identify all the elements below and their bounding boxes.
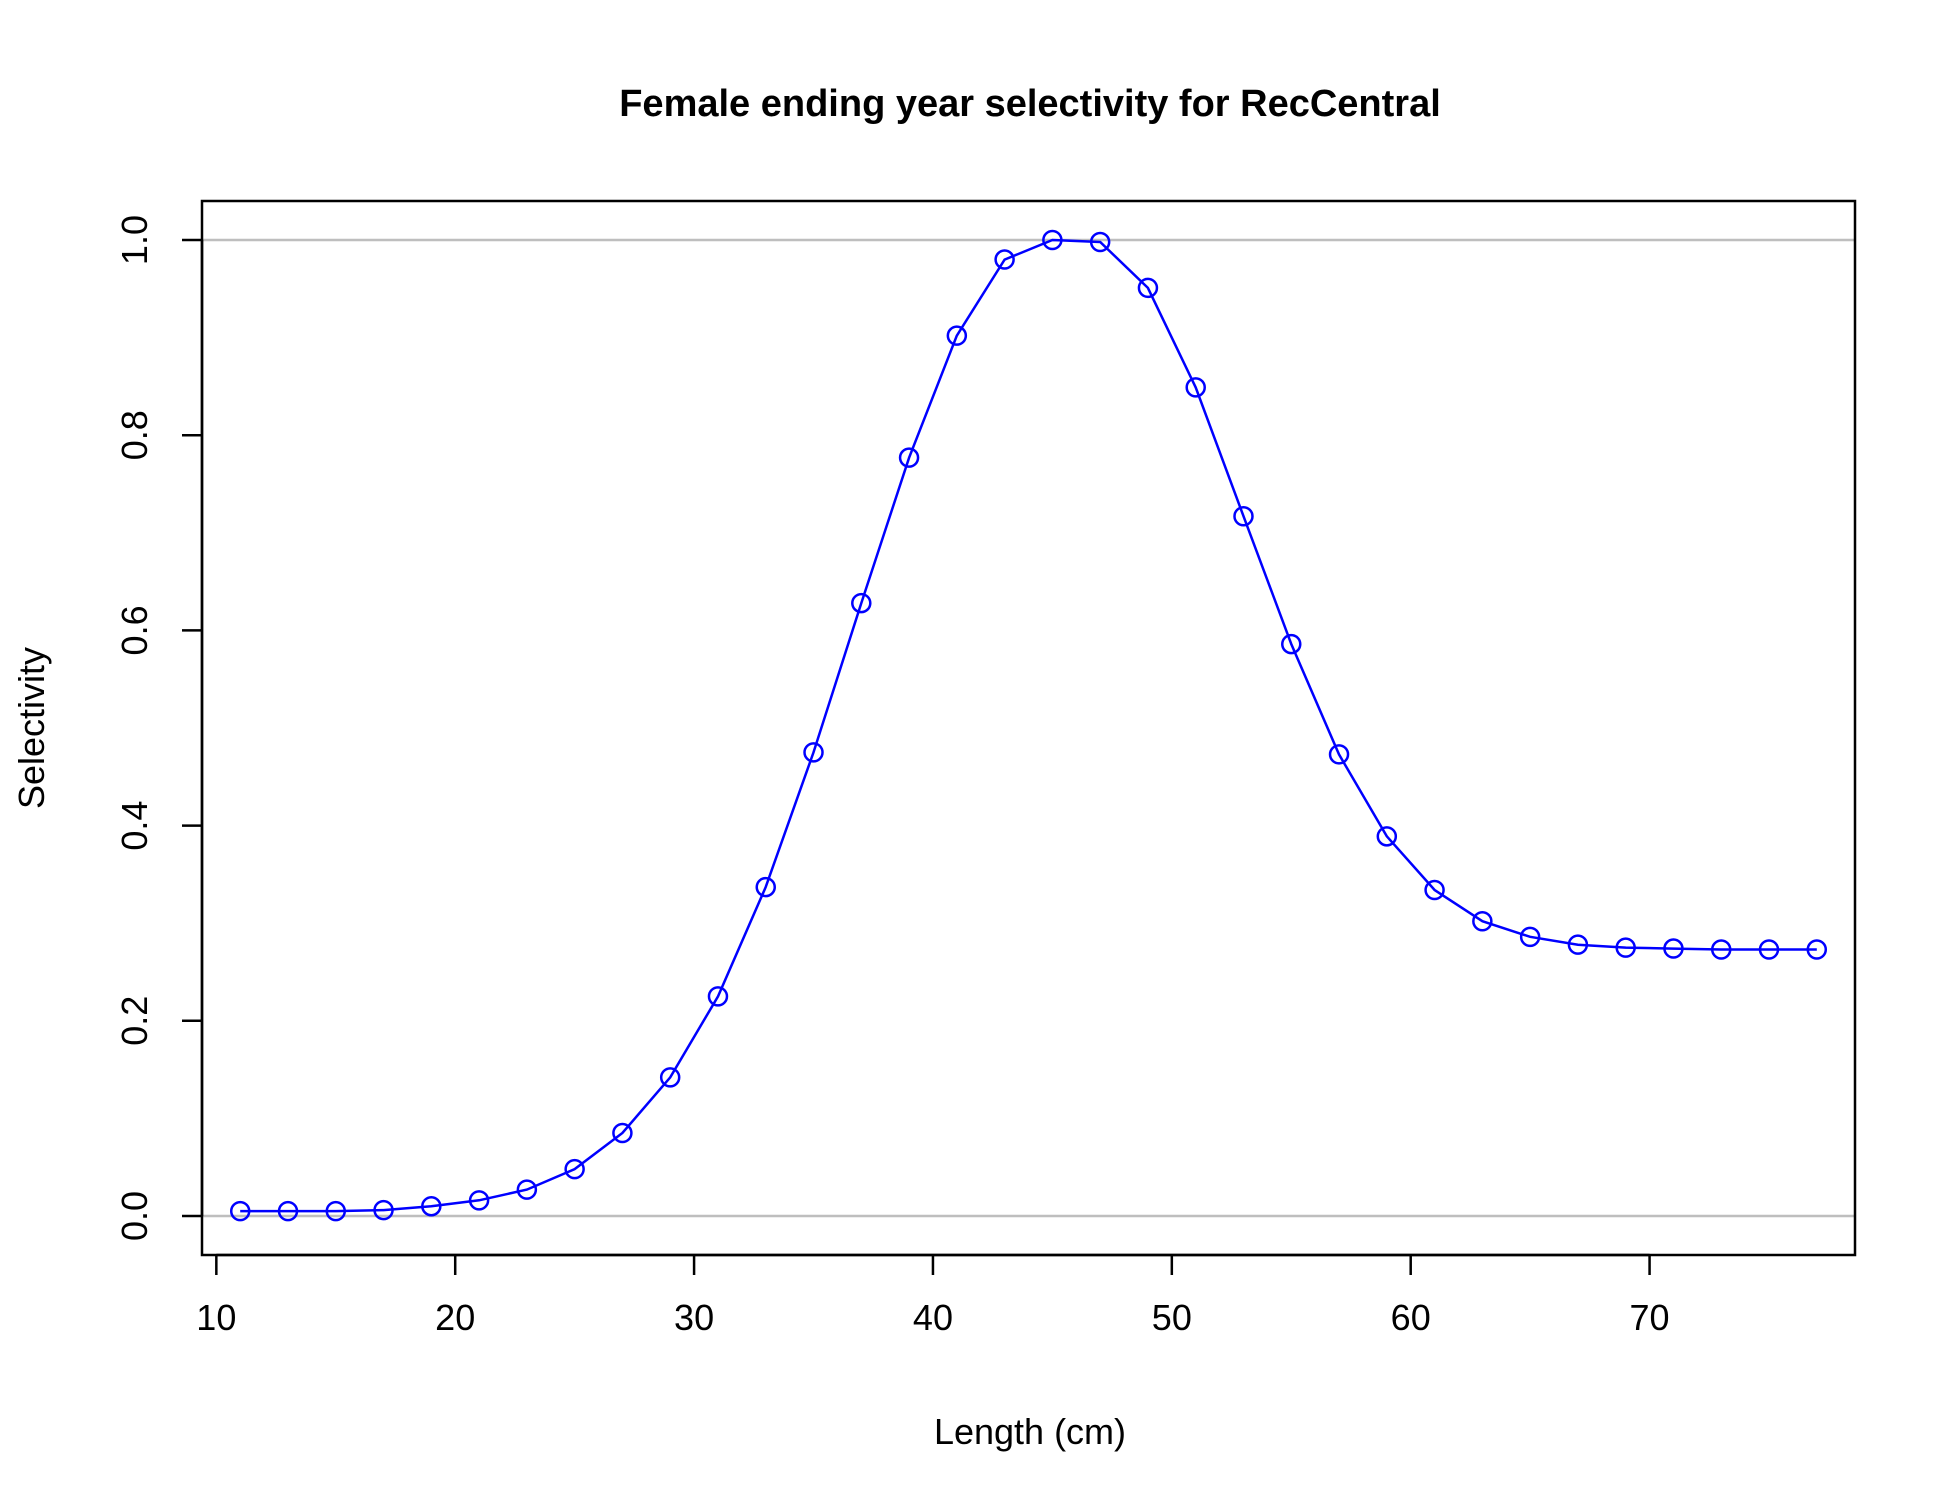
data-point bbox=[1806, 939, 1828, 960]
data-point bbox=[1424, 879, 1445, 901]
data-point bbox=[1089, 231, 1111, 253]
y-tick-label: 0.4 bbox=[114, 801, 155, 851]
y-tick-label: 1.0 bbox=[114, 215, 155, 265]
data-point bbox=[564, 1158, 585, 1180]
data-point bbox=[1710, 939, 1732, 960]
data-point bbox=[994, 249, 1015, 270]
plot-frame bbox=[200, 199, 1857, 1257]
data-point bbox=[1567, 934, 1589, 955]
y-tick-label: 0.0 bbox=[114, 1191, 155, 1241]
data-point bbox=[755, 876, 776, 898]
series-line bbox=[240, 238, 1817, 1213]
data-point bbox=[1281, 633, 1302, 655]
data-point bbox=[707, 986, 729, 1007]
reference-lines bbox=[202, 238, 1855, 1218]
x-tick-label: 20 bbox=[435, 1297, 475, 1338]
data-point bbox=[1137, 277, 1159, 299]
data-point bbox=[1663, 938, 1684, 959]
data-point bbox=[421, 1195, 442, 1217]
y-tick-label: 0.8 bbox=[114, 410, 155, 460]
data-point bbox=[277, 1200, 299, 1222]
data-point bbox=[516, 1179, 538, 1200]
data-point bbox=[325, 1200, 347, 1222]
x-axis: 10 20 30 40 50 60 70 bbox=[196, 1253, 1670, 1338]
data-point bbox=[1328, 744, 1350, 765]
x-tick-label: 50 bbox=[1152, 1297, 1192, 1338]
x-tick-label: 60 bbox=[1391, 1297, 1431, 1338]
y-tick-label: 0.6 bbox=[114, 605, 155, 655]
y-tick-label: 0.2 bbox=[114, 996, 155, 1046]
data-point bbox=[1472, 910, 1493, 932]
y-axis: 0.0 0.2 0.4 0.6 0.8 1.0 bbox=[114, 215, 204, 1241]
x-tick-label: 40 bbox=[913, 1297, 953, 1338]
y-axis-label: Selectivity bbox=[11, 647, 52, 809]
data-point bbox=[898, 447, 920, 468]
x-tick-label: 10 bbox=[196, 1297, 236, 1338]
data-point bbox=[1185, 377, 1206, 398]
chart-title: Female ending year selectivity for RecCe… bbox=[619, 83, 1441, 125]
data-point bbox=[1519, 926, 1541, 948]
data-point bbox=[612, 1122, 633, 1144]
x-axis-label: Length (cm) bbox=[934, 1411, 1126, 1452]
series-group bbox=[229, 229, 1828, 1222]
data-point bbox=[659, 1067, 681, 1088]
x-tick-label: 70 bbox=[1630, 1297, 1670, 1338]
data-point bbox=[373, 1199, 394, 1221]
data-point bbox=[803, 742, 824, 763]
data-point bbox=[1042, 229, 1063, 251]
data-point bbox=[1376, 826, 1398, 847]
data-point bbox=[1758, 939, 1780, 960]
x-tick-label: 30 bbox=[674, 1297, 714, 1338]
data-point bbox=[229, 1200, 251, 1222]
data-point bbox=[946, 325, 968, 346]
data-point bbox=[851, 592, 872, 614]
data-point bbox=[468, 1190, 490, 1211]
data-point bbox=[1233, 505, 1254, 527]
data-point bbox=[1615, 937, 1636, 958]
